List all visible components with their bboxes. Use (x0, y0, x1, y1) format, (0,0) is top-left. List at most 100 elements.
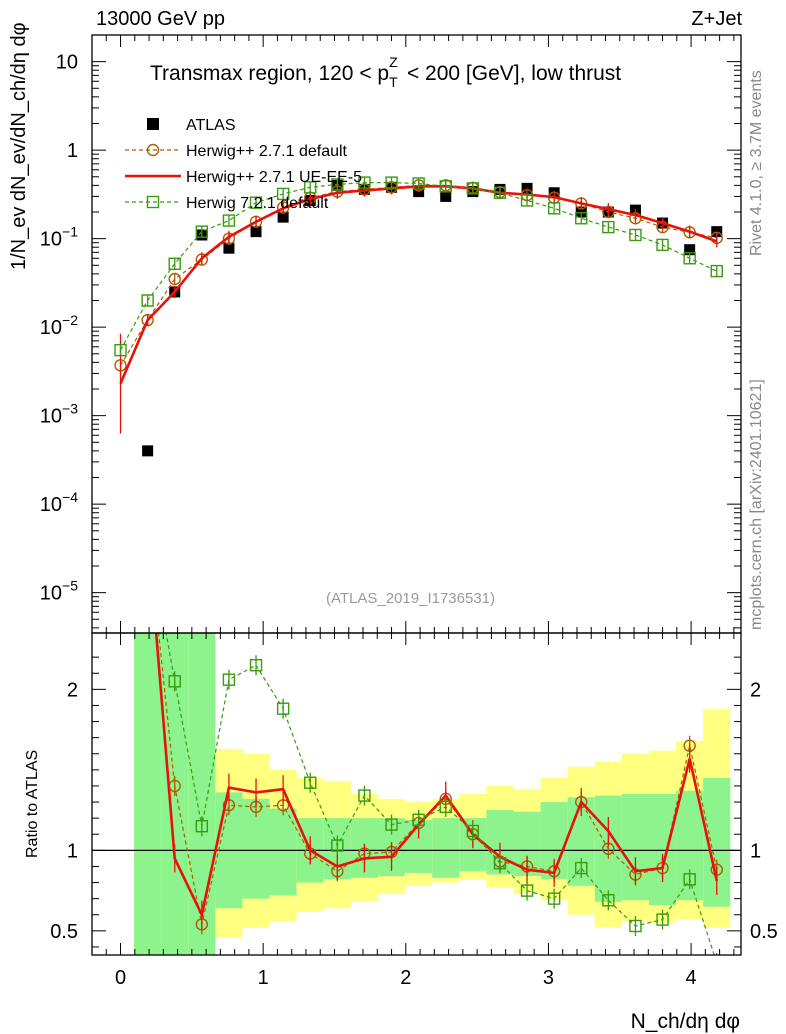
ratio-herwig7-default-marker (304, 776, 317, 789)
legend-label: Herwig 7.2.1 default (186, 195, 329, 212)
title-pre: Transmax region, 120 < p (150, 62, 390, 85)
analysis-id: (ATLAS_2019_I1736531) (326, 590, 496, 607)
ratio-herwig7-default-marker (276, 702, 290, 715)
process-label: Z+Jet (691, 8, 742, 30)
ratio-herwig7-default-marker (249, 659, 263, 672)
ratio-y-tick-label: 1 (67, 840, 78, 862)
ratio-herwig7-default-marker (602, 894, 615, 907)
atlas-data-point (575, 206, 587, 218)
main-y-tick-label: 10−1 (40, 224, 78, 251)
atlas-data-point (277, 211, 289, 223)
ratio-y-tick-label-right: 0.5 (750, 921, 778, 943)
ratio-herwig7-default-marker (168, 675, 181, 688)
ratio-herwig7-default-marker (683, 873, 696, 886)
main-y-tick-label: 1 (67, 140, 78, 162)
herwig7-default-marker (575, 212, 588, 225)
ratio-herwig7-default-marker (656, 913, 669, 926)
herwig7-default-marker (656, 238, 669, 252)
stat-band-bin (269, 808, 297, 896)
herwig7-default-marker (520, 194, 534, 207)
mcplots-label: mcplots.cern.ch [arXiv:2401.10621] (748, 379, 765, 630)
herwig7-default-line (119, 182, 718, 351)
main-y-tick-label: 10−3 (40, 401, 78, 428)
ratio-herwig7-default-marker (222, 673, 236, 686)
stat-band-bin (432, 818, 460, 878)
herwig7-default-marker (331, 178, 344, 191)
ratio-herwig7-default-marker (547, 892, 561, 905)
main-y-axis-label: 1/N_ev dN_ev/dN_ch/dη dφ (8, 22, 30, 270)
ratio-y-tick-label: 2 (67, 679, 78, 701)
herwig7-default-marker (466, 182, 480, 195)
herwig7-default-marker (385, 176, 398, 189)
energy-label: 13000 GeV pp (96, 8, 225, 30)
rivet-version-label: Rivet 4.1.0, ≥ 3.7M events (748, 70, 765, 256)
legend-circle-marker (146, 143, 160, 157)
herwig7-default-marker (114, 343, 127, 357)
ratio-herwig7-default-marker (331, 839, 344, 852)
herwig7-default-marker (710, 264, 723, 278)
herwig7-default-marker (493, 186, 507, 199)
x-tick-label: 2 (400, 967, 411, 989)
legend-square-marker (146, 195, 160, 209)
herwig7-default-marker (547, 202, 561, 215)
main-y-tick-label: 10−4 (40, 489, 78, 516)
x-tick-label: 0 (115, 967, 126, 989)
herwig7-default-marker (249, 196, 263, 209)
main-y-tick-label: 10 (56, 52, 78, 74)
ratio-herwig7-default-marker (195, 820, 209, 833)
atlas-data-point (684, 244, 696, 256)
ratio-plot-area (92, 523, 741, 969)
main-plot-area (114, 176, 723, 457)
herwig7-default-marker (602, 220, 615, 234)
ratio-herwig7-default-marker (385, 818, 398, 831)
ratio-y-tick-label-right: 2 (750, 679, 761, 701)
atlas-data-point (711, 226, 723, 238)
ratio-frame (91, 632, 742, 956)
herwig7-default-marker (276, 187, 290, 201)
stat-band-bin (648, 794, 677, 906)
herwig7-default-marker (439, 180, 452, 193)
stat-band-bin (134, 633, 162, 955)
ratio-herwig7-default-marker (466, 824, 480, 838)
herwig7-default-marker (222, 214, 236, 227)
atlas-data-point (142, 445, 154, 457)
ratio-y-tick-label-right: 1 (750, 840, 761, 862)
ratio-y-axis-label: Ratio to ATLAS (24, 749, 41, 858)
x-tick-label: 3 (543, 967, 554, 989)
atlas-data-point (223, 242, 235, 254)
legend: ATLAS Herwig++ 2.7.1 default Herwig++ 2.7.… (125, 117, 362, 212)
ratio-herwig7-default-marker (711, 958, 722, 969)
main-y-tick-label: 10−2 (40, 312, 78, 339)
ratio-y-tick-label: 0.5 (50, 921, 78, 943)
legend-label: Herwig++ 2.7.1 default (186, 143, 348, 160)
herwig7-default-marker (358, 176, 371, 189)
x-axis-label: N_ch/dη dφ (630, 1010, 740, 1033)
ratio-herwig7-default-marker (493, 857, 507, 870)
legend-label: ATLAS (186, 117, 236, 134)
ratio-herwig7-default-marker (358, 789, 371, 802)
atlas-data-point (440, 190, 452, 202)
legend-atlas-marker (147, 118, 159, 130)
ratio-herwig7-default-marker (575, 861, 588, 875)
title-sub: T (389, 74, 398, 90)
ratio-herwigpp-default-marker (142, 523, 153, 534)
x-tick-label: 4 (686, 967, 697, 989)
title-sup: Z (389, 54, 398, 70)
ratio-herwig7-default-marker (629, 919, 642, 933)
legend-label: Herwig++ 2.7.1 UE-EE-5 (186, 169, 362, 186)
herwig7-default-marker (304, 181, 317, 194)
herwig7-default-marker (141, 294, 154, 307)
herwig7-default-marker (168, 257, 181, 270)
ratio-herwig7-default-marker (142, 523, 153, 534)
atlas-data-point (250, 226, 262, 238)
ratio-herwig7-default-marker (412, 813, 425, 826)
title-post: < 200 [GeV], low thrust (401, 62, 622, 85)
ratio-herwig7-default-marker (439, 800, 452, 814)
x-tick-label: 1 (258, 967, 269, 989)
herwigpp-default-marker (168, 272, 181, 286)
ratio-herwig7-default-marker (520, 884, 534, 897)
axes: 0 1 2 3 4 10−5 10−4 10−3 10−2 10−1 1 10 0.5 0.5 1 1 2 2 (40, 34, 778, 989)
atlas-data-point (521, 182, 533, 194)
